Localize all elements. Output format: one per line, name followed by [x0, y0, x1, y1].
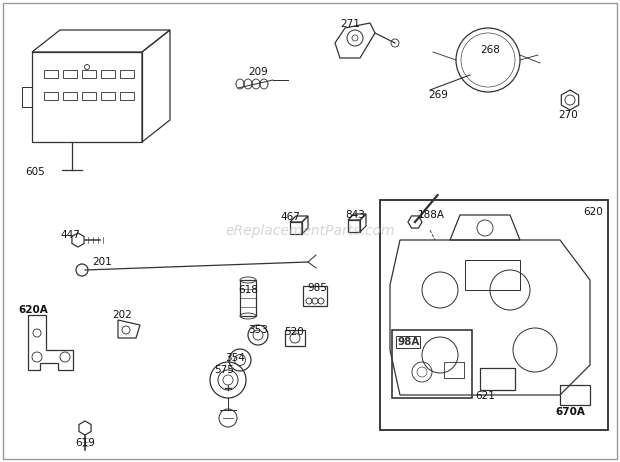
Bar [392, 330, 472, 398]
Bar [44, 92, 58, 100]
Text: 620A: 620A [18, 305, 48, 315]
Bar [101, 70, 115, 78]
Text: 269: 269 [428, 90, 448, 100]
Text: 202: 202 [112, 310, 131, 320]
Bar [380, 200, 608, 430]
Text: 670A: 670A [555, 407, 585, 417]
Text: 985: 985 [307, 283, 327, 293]
Bar [44, 70, 58, 78]
Text: 271: 271 [340, 19, 360, 29]
Bar [120, 70, 134, 78]
Text: 98A: 98A [397, 337, 419, 347]
Bar [240, 280, 256, 316]
Bar [560, 385, 590, 405]
Bar [101, 92, 115, 100]
Bar [285, 330, 305, 346]
Text: eReplacementParts.com: eReplacementParts.com [225, 224, 395, 238]
Text: 447: 447 [60, 230, 80, 240]
Text: 575: 575 [214, 365, 234, 375]
Bar [82, 92, 96, 100]
Text: 188A: 188A [418, 210, 445, 220]
Text: 520: 520 [284, 327, 304, 337]
Text: 843: 843 [345, 210, 365, 220]
Text: 620: 620 [583, 207, 603, 217]
Text: 353: 353 [248, 325, 268, 335]
Text: 621: 621 [475, 391, 495, 401]
Bar [63, 92, 77, 100]
Text: 605: 605 [25, 167, 45, 177]
Text: 354: 354 [225, 353, 245, 363]
Text: 201: 201 [92, 257, 112, 267]
Text: 467: 467 [280, 212, 300, 222]
Bar [120, 92, 134, 100]
Text: 618: 618 [238, 285, 258, 295]
Bar [303, 286, 327, 306]
Text: 268: 268 [480, 45, 500, 55]
Bar [82, 70, 96, 78]
Bar [480, 368, 515, 390]
Text: 619: 619 [75, 438, 95, 448]
Text: 270: 270 [558, 110, 578, 120]
Text: 209: 209 [248, 67, 268, 77]
Bar [63, 70, 77, 78]
Bar [465, 260, 520, 290]
